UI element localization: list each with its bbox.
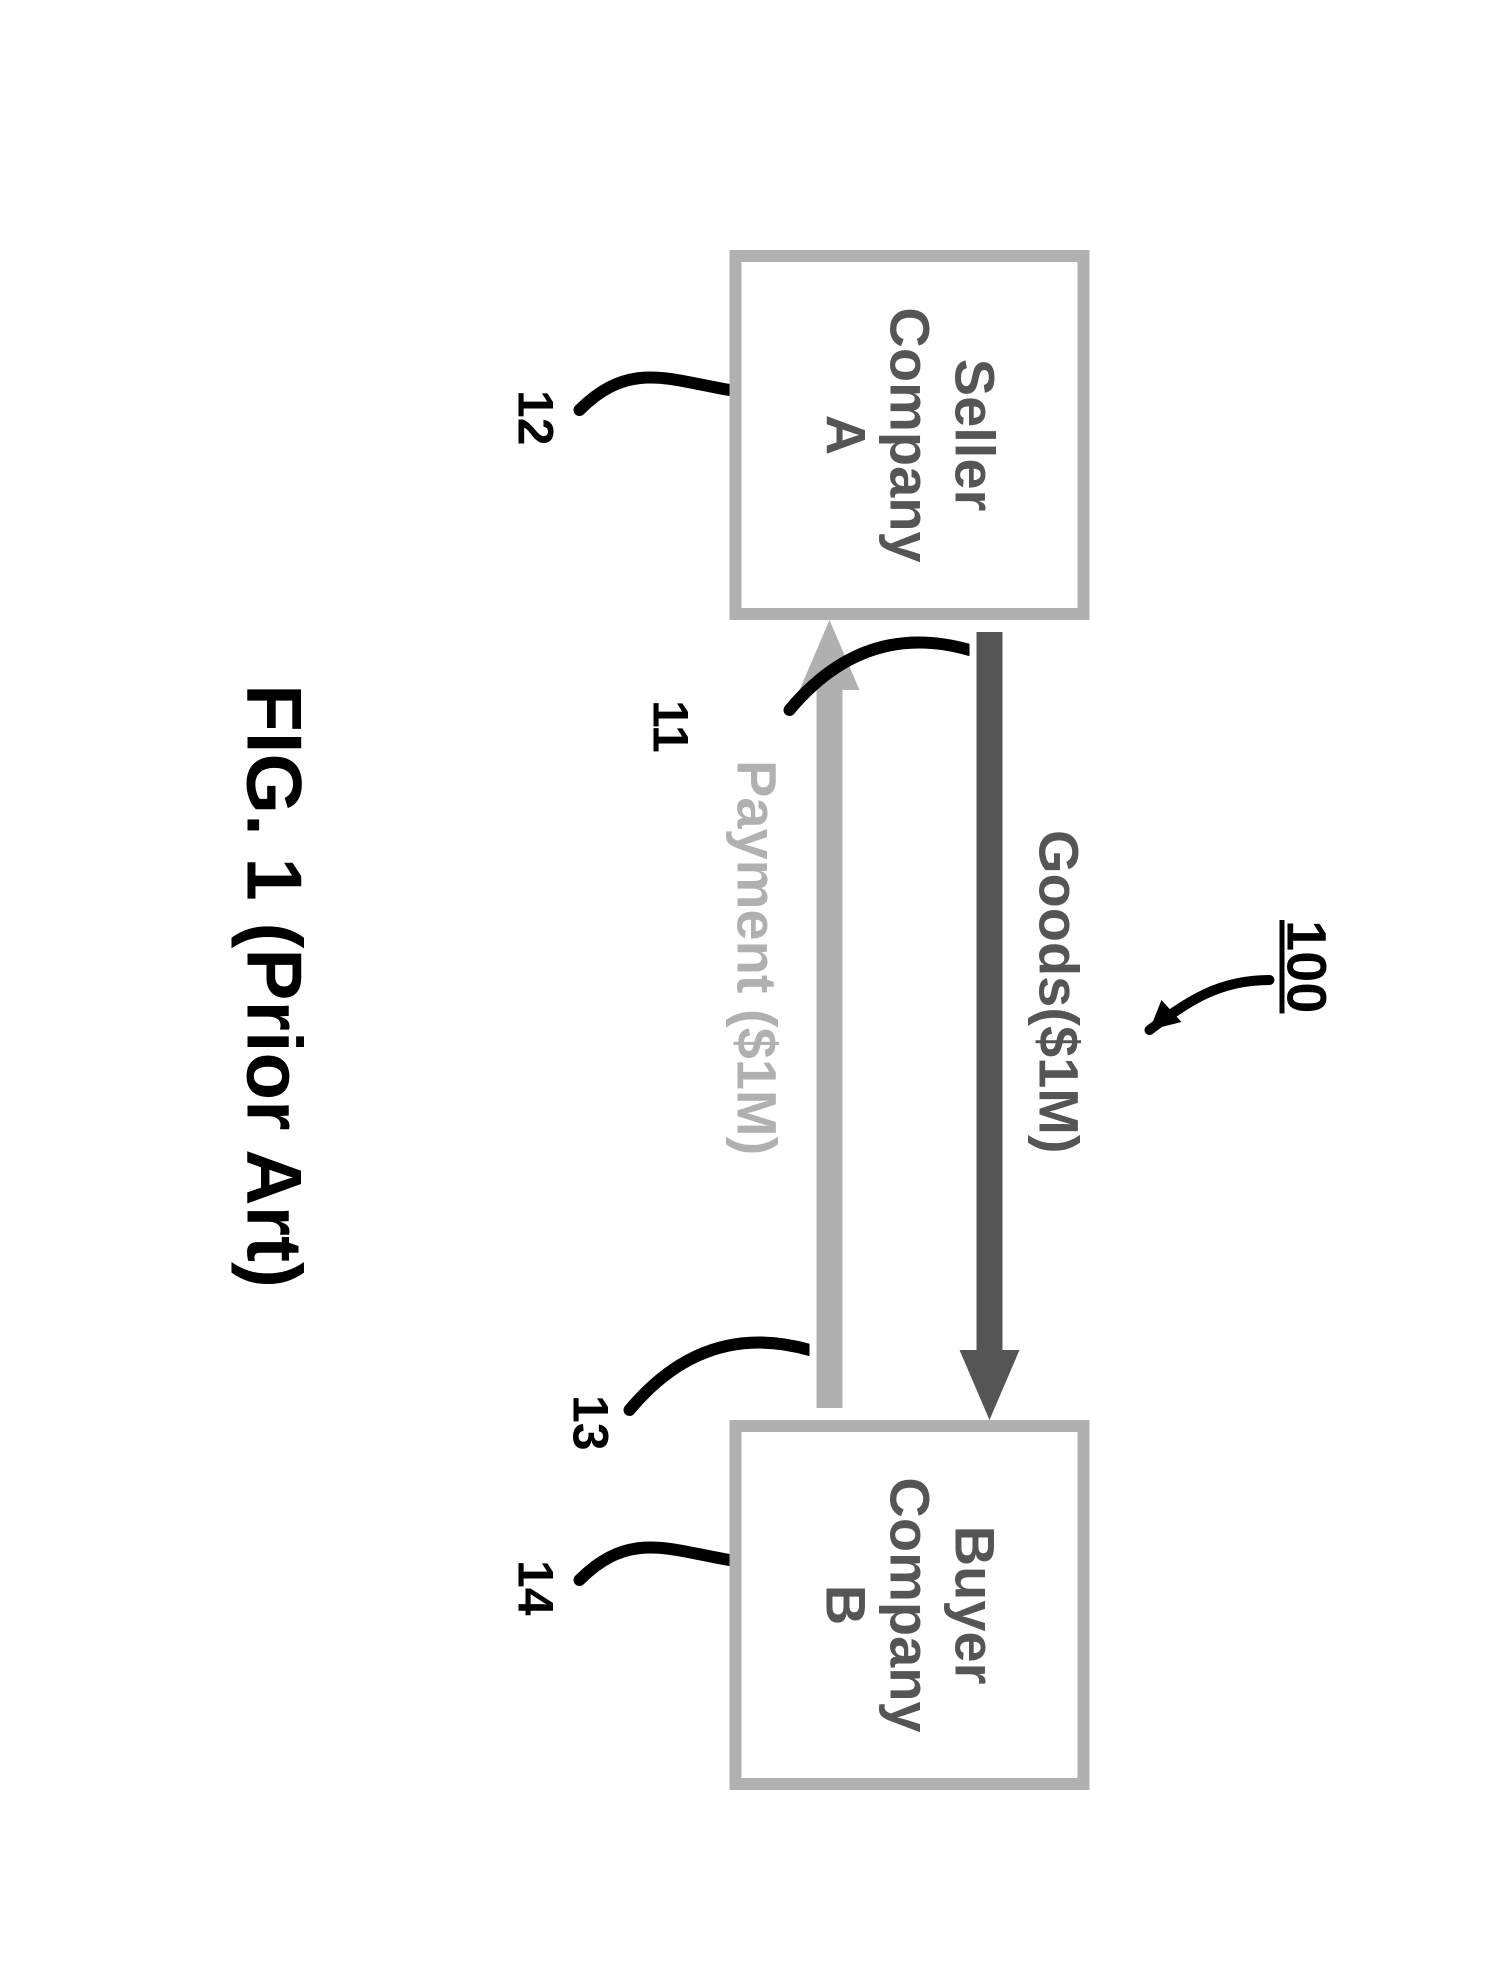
- payment-arrow-label: Payment ($1M): [724, 760, 789, 1155]
- figure-caption: FIG. 1 (Prior Art): [228, 0, 319, 1972]
- seller-box-label: Seller Company A: [812, 307, 1005, 562]
- buyer-box: Buyer Company B: [729, 1420, 1089, 1790]
- callout-12: 12: [506, 390, 564, 446]
- callout-14: 14: [506, 1560, 564, 1616]
- seller-box: Seller Company A: [729, 250, 1089, 620]
- callout-11: 11: [641, 700, 699, 753]
- callout-13: 13: [561, 1395, 619, 1451]
- figure-reference-arrow: [1109, 900, 1279, 1060]
- figure-reference-number: 100: [1274, 920, 1339, 1013]
- callout-11-leader: [769, 610, 969, 770]
- buyer-box-label: Buyer Company B: [812, 1477, 1005, 1732]
- callout-12-leader: [559, 330, 729, 490]
- callout-14-leader: [559, 1500, 729, 1660]
- goods-arrow-label: Goods($1M): [1026, 830, 1091, 1154]
- callout-13-leader: [609, 1310, 809, 1470]
